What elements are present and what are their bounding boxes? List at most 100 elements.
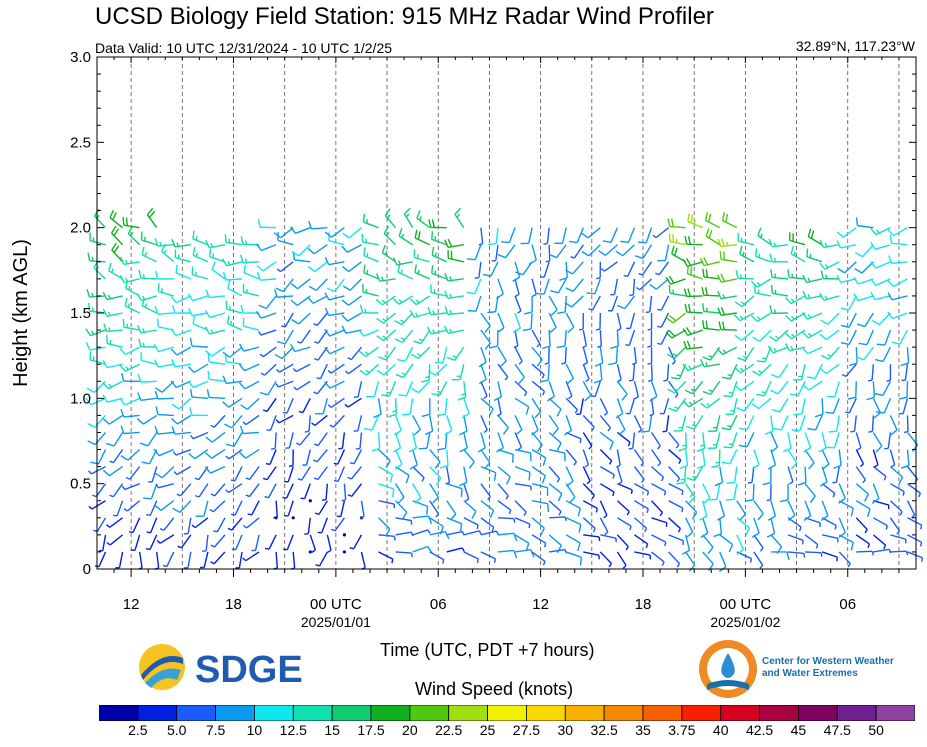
wind-barb — [458, 466, 468, 487]
wind-barb — [708, 483, 721, 501]
wind-barb — [717, 306, 737, 316]
wind-barb — [395, 363, 414, 379]
wind-barb — [291, 516, 295, 520]
wind-barb — [687, 213, 703, 229]
wind-barb — [826, 381, 840, 398]
wind-barb — [480, 500, 495, 519]
wind-barb — [657, 244, 670, 262]
wind-barb — [120, 449, 141, 461]
wind-barb — [284, 500, 294, 517]
x-tick-date-label: 2025/01/02 — [710, 614, 780, 630]
wind-barb — [102, 308, 123, 318]
wind-barb — [189, 337, 208, 348]
wind-barb — [565, 534, 581, 552]
wind-barb — [668, 397, 687, 412]
wind-barb — [376, 363, 397, 376]
wind-barb — [531, 346, 543, 367]
wind-barb — [702, 483, 711, 504]
colorbar-segment — [681, 705, 722, 721]
wind-barb — [738, 432, 755, 448]
wind-barb — [747, 466, 755, 484]
wind-barb — [597, 330, 603, 348]
colorbar-label: 42.5 — [745, 722, 774, 738]
wind-barb — [617, 517, 632, 531]
wind-barb — [756, 346, 772, 363]
wind-barb — [514, 397, 530, 415]
wind-barb — [242, 551, 260, 562]
wind-barb — [569, 227, 584, 244]
wind-barb — [443, 325, 464, 335]
wind-barb — [870, 278, 891, 287]
wind-barb — [222, 271, 243, 281]
wind-barb — [115, 551, 124, 569]
wind-barb — [582, 449, 590, 468]
wind-barb — [363, 415, 380, 431]
wind-barb — [582, 380, 592, 402]
wind-barb — [838, 500, 854, 517]
wind-barb — [673, 415, 687, 432]
wind-barb — [285, 432, 294, 449]
wind-barb — [767, 345, 789, 354]
wind-barb — [174, 249, 192, 263]
wind-barb — [853, 276, 874, 285]
wind-barb — [616, 500, 630, 516]
wind-barb — [437, 432, 448, 451]
wind-barb — [629, 278, 636, 297]
wind-barb — [548, 414, 559, 436]
wind-barb — [264, 483, 277, 499]
wind-barb — [192, 247, 209, 263]
wind-barb — [412, 529, 431, 536]
colorbar-segment — [642, 705, 683, 721]
wind-barb — [459, 415, 468, 436]
wind-barb — [414, 229, 431, 246]
colorbar-label: 2.5 — [128, 722, 148, 738]
x-tick-label: 12 — [123, 596, 140, 613]
wind-barb — [557, 295, 567, 315]
wind-barb — [463, 500, 477, 519]
wind-barb — [867, 364, 875, 382]
wind-barb — [428, 219, 447, 229]
wind-barb — [429, 517, 444, 535]
wind-barb — [463, 551, 479, 564]
wind-barb — [341, 244, 362, 253]
wind-barb — [549, 548, 568, 554]
wind-barb — [807, 415, 823, 431]
wind-barb — [355, 432, 363, 450]
wind-barb — [429, 466, 442, 486]
wind-barb — [446, 500, 457, 521]
wind-barb — [682, 397, 704, 408]
wind-barb — [667, 218, 686, 229]
wind-barb — [662, 415, 670, 433]
wind-barb — [769, 305, 789, 315]
wind-barb — [821, 483, 836, 498]
wind-barb — [886, 364, 892, 382]
wind-barb — [666, 346, 687, 360]
wind-barb — [721, 212, 738, 229]
wind-barb — [429, 551, 445, 564]
y-axis: 0 0.5 1.0 1.5 2.0 2.5 3.0 — [70, 49, 916, 578]
wind-barb — [649, 381, 658, 402]
wind-barb — [342, 278, 362, 291]
wind-barb — [900, 449, 910, 469]
wind-barb — [870, 291, 891, 301]
wind-barb — [315, 551, 328, 567]
wind-barb — [716, 273, 737, 283]
wind-barb — [394, 449, 403, 470]
wind-barb — [548, 312, 557, 334]
wind-barb — [872, 449, 879, 468]
wind-barb — [491, 244, 499, 262]
wind-barb — [821, 449, 830, 470]
wind-barb — [645, 295, 653, 314]
wind-barb — [466, 244, 482, 261]
y-tick-label: 1.5 — [70, 305, 91, 322]
wind-barb — [648, 364, 653, 383]
wind-barb — [734, 295, 755, 308]
wind-barb — [804, 449, 815, 470]
wind-barb — [753, 551, 764, 569]
wind-barb — [770, 269, 789, 280]
wind-barb — [413, 329, 431, 345]
wind-barb — [414, 264, 430, 280]
wind-barb — [544, 347, 550, 365]
wind-barb — [802, 290, 823, 300]
